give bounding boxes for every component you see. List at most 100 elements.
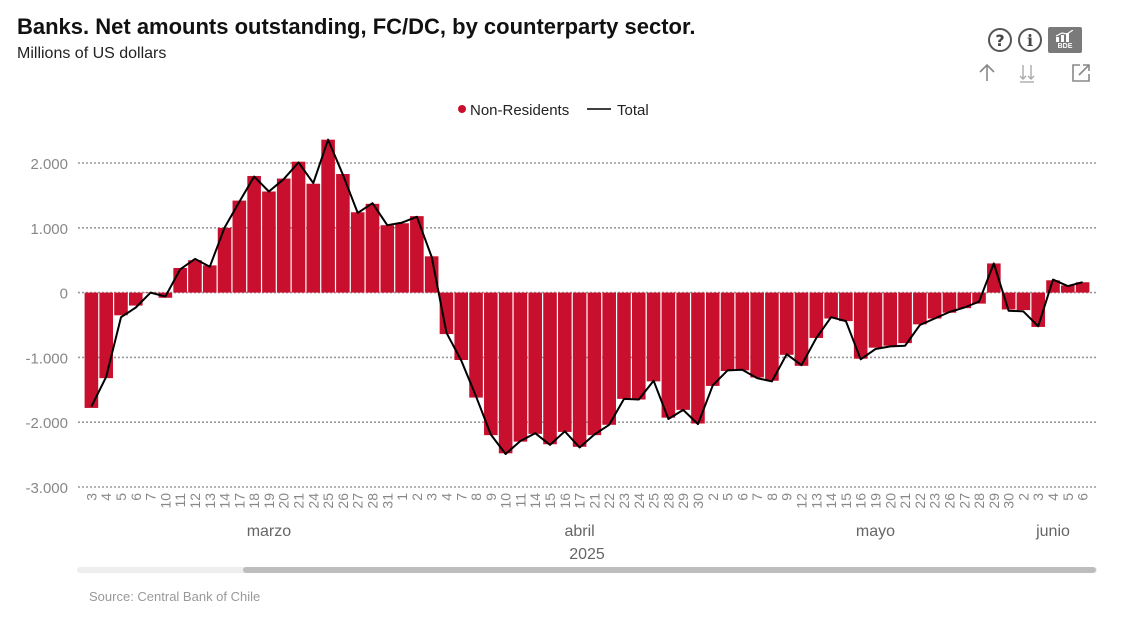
grid-lines [78,162,1096,488]
bar[interactable] [868,292,883,348]
legend-label-non-residents[interactable]: Non-Residents [470,102,569,119]
bar[interactable] [779,292,794,355]
legend-label-total[interactable]: Total [617,102,649,119]
arrow-up-icon[interactable] [976,62,998,84]
bar[interactable] [705,292,720,386]
bar[interactable] [99,292,113,379]
bar[interactable] [306,183,321,293]
bar[interactable] [217,227,232,293]
bar[interactable] [661,292,676,418]
x-tick-label: 25 [320,493,336,509]
bar[interactable] [454,292,469,360]
bar[interactable] [439,292,454,335]
bar[interactable] [247,175,261,293]
bar[interactable] [853,292,868,359]
bar[interactable] [513,292,528,442]
help-icon: ? [995,30,1005,50]
bar[interactable] [380,225,395,293]
bar[interactable] [883,292,898,346]
bar[interactable] [809,292,824,338]
bar[interactable] [484,292,498,436]
source-note: Source: Central Bank of Chile [89,589,261,604]
bde-logo-button[interactable]: BDE [1048,27,1082,53]
scrollbar-thumb[interactable] [243,567,1096,573]
line-series [90,138,1083,455]
bar[interactable] [1016,292,1031,311]
bar[interactable] [232,200,247,293]
bar[interactable] [424,256,439,293]
bar[interactable] [927,292,942,319]
x-tick-label: 8 [468,493,484,501]
bar[interactable] [646,292,661,382]
bar[interactable] [839,292,853,322]
x-tick-label: 2 [1015,493,1031,501]
bar[interactable] [528,292,543,434]
bde-logo-label: BDE [1057,43,1073,50]
bar[interactable] [587,292,602,436]
bar[interactable] [276,178,291,293]
total-line[interactable] [90,138,1083,455]
info-icon: i [1026,30,1034,50]
bar[interactable] [942,292,957,313]
page-title: Banks. Net amounts outstanding, FC/DC, b… [17,14,696,39]
expand-icon[interactable] [1070,62,1092,84]
x-tick-label: 4 [438,493,454,501]
month-labels: marzo abril mayo junio [247,523,1070,540]
bar[interactable] [410,216,424,293]
x-tick-label: 10 [157,493,173,509]
bar[interactable] [913,292,927,325]
bar[interactable] [128,292,143,306]
bar[interactable] [617,292,631,399]
bar[interactable] [750,292,764,378]
bar[interactable] [498,292,513,454]
x-axis: 3456710111213141718192021242526272831123… [83,493,1090,509]
y-tick-label: 0 [60,286,68,303]
x-tick-label: 16 [557,493,573,509]
bar-series [84,139,1090,454]
bar[interactable] [765,292,779,381]
bar[interactable] [321,139,335,293]
info-button[interactable]: i [1018,28,1042,52]
bar[interactable] [602,292,616,425]
x-tick-label: 13 [808,493,824,509]
bar[interactable] [676,292,690,410]
bar[interactable] [291,161,306,293]
bar[interactable] [1061,285,1075,293]
x-tick-label: 24 [631,493,647,509]
help-button[interactable]: ? [988,28,1012,52]
bar[interactable] [898,292,912,344]
bar[interactable] [572,292,587,447]
bar[interactable] [173,267,187,293]
bar[interactable] [558,292,572,432]
bar[interactable] [188,260,202,293]
bar[interactable] [1075,282,1090,293]
bar[interactable] [202,265,217,293]
bar[interactable] [691,292,705,424]
x-tick-label: 9 [483,493,499,501]
bar[interactable] [631,292,646,400]
bar[interactable] [972,292,986,304]
bar[interactable] [794,292,809,366]
x-tick-label: 12 [187,493,203,509]
bar[interactable] [84,292,99,408]
bar[interactable] [395,223,409,293]
x-tick-label: 23 [927,493,943,509]
bar[interactable] [824,292,838,319]
x-tick-label: 31 [379,493,395,509]
bar[interactable] [262,191,276,293]
x-tick-label: 21 [291,493,307,509]
x-tick-label: 16 [853,493,869,509]
bar[interactable] [720,292,735,372]
bar[interactable] [543,292,557,445]
bar[interactable] [957,292,972,309]
bar[interactable] [365,203,380,293]
x-tick-label: 8 [764,493,780,501]
x-tick-label: 6 [734,493,750,501]
bar[interactable] [350,212,365,293]
bar[interactable] [114,292,128,316]
bar[interactable] [735,292,750,371]
drill-down-icon[interactable] [1016,62,1038,84]
bar[interactable] [336,174,350,293]
bar[interactable] [469,292,483,398]
x-tick-label: 5 [720,493,736,501]
